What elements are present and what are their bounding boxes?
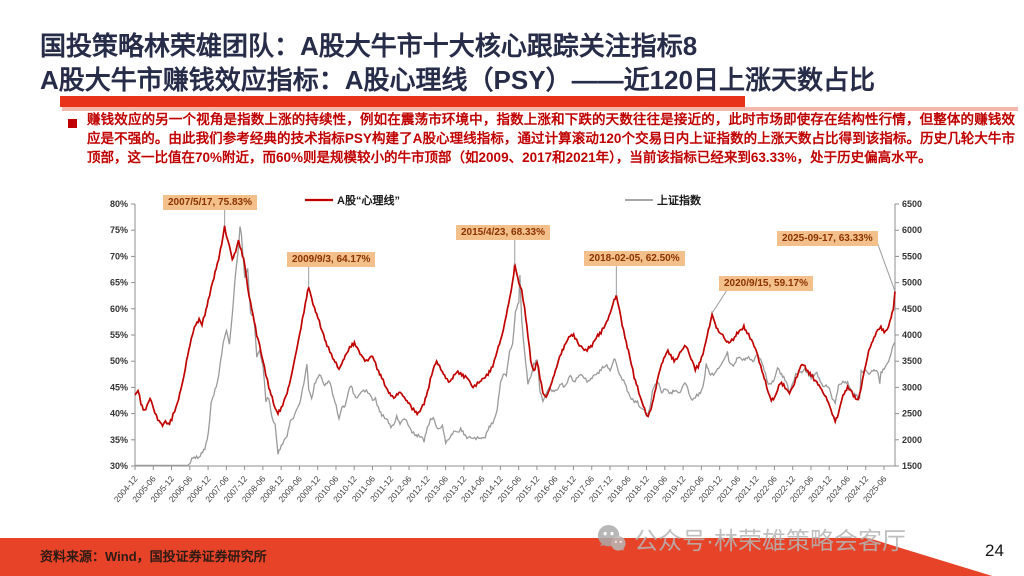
left-axis-label: 55%	[110, 330, 128, 340]
right-axis-label: 6000	[902, 225, 922, 235]
psy-line	[134, 225, 896, 429]
annotation-callout: 2009/9/3, 64.17%	[287, 252, 376, 267]
annotation-callout: 2015/4/23, 68.33%	[456, 225, 550, 240]
annotation-callout: 2020/9/15, 59.17%	[719, 276, 813, 291]
annotation-callout: 2018-02-05, 62.50%	[584, 251, 685, 266]
bottom-red-band	[0, 538, 993, 576]
left-axis-label: 30%	[110, 461, 128, 471]
left-axis-label: 70%	[110, 251, 128, 261]
slide-title-line1: 国投策略林荣雄团队：A股大牛市十大核心跟踪关注指标8	[40, 31, 698, 61]
right-axis-label: 2500	[902, 409, 922, 419]
watermark-text: 公众号·林荣雄策略会客厅	[634, 528, 906, 555]
annotation-leader-line	[711, 289, 728, 314]
right-axis-label: 1500	[902, 461, 922, 471]
left-axis-label: 60%	[110, 304, 128, 314]
page-number: 24	[985, 541, 1004, 560]
title-underline-thin-bar	[62, 107, 1018, 111]
left-axis-label: 65%	[110, 278, 128, 288]
watermark: 公众号·林荣雄策略会客厅	[596, 521, 906, 556]
title-underline-bar	[60, 96, 745, 107]
slide-title-line2: A股大牛市赚钱效应指标：A股心理线（PSY）——近120日上涨天数占比	[40, 65, 875, 95]
chart-canvas: 30% 35% 40% 45% 50% 55% 60% 65% 70% 75% 80% 1500 200…	[110, 193, 922, 504]
right-axis-label: 3000	[902, 382, 922, 392]
left-axis-label: 50%	[110, 356, 128, 366]
right-axis-label: 5000	[902, 278, 922, 288]
bullet-square	[68, 119, 77, 128]
left-axis-label: 45%	[110, 382, 128, 392]
right-axis-label: 3500	[902, 356, 922, 366]
left-axis-label: 75%	[110, 225, 128, 235]
right-axis-label: 6500	[902, 199, 922, 209]
body-paragraph: 赚钱效应的另一个视角是指数上涨的持续性，例如在震荡市环境中，指数上涨和下跌的天数…	[87, 112, 1015, 165]
legend-psy-label: A股“心理线”	[337, 193, 400, 207]
annotation-callout: 2007/5/17, 75.83%	[163, 195, 257, 210]
right-axis-label: 4500	[902, 304, 922, 314]
left-axis-label: 80%	[110, 199, 128, 209]
left-axis-label: 35%	[110, 435, 128, 445]
source-note: 资料来源：Wind，国投证券证券研究所	[40, 549, 267, 564]
annotation-leader-line	[876, 241, 896, 292]
legend-sse-label: 上证指数	[657, 193, 702, 207]
right-axis-label: 4000	[902, 330, 922, 340]
right-axis-label: 2000	[902, 435, 922, 445]
psy-chart: 30% 35% 40% 45% 50% 55% 60% 65% 70% 75% 80% 1500 200…	[80, 190, 940, 535]
left-axis-label: 40%	[110, 409, 128, 419]
sse-index-line	[135, 226, 896, 467]
wechat-icon	[597, 524, 626, 552]
annotation-callout: 2025-09-17, 63.33%	[777, 231, 878, 246]
right-axis-label: 5500	[902, 251, 922, 261]
